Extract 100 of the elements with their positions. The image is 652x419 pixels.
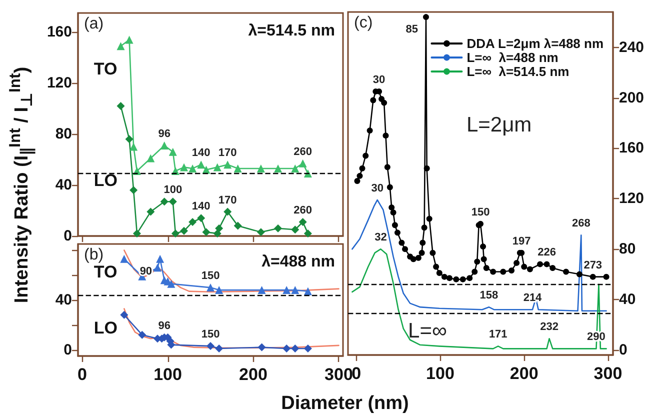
point — [521, 264, 528, 270]
point — [234, 164, 242, 172]
point — [526, 266, 533, 272]
point — [160, 198, 168, 206]
point — [359, 165, 366, 172]
annotation: 232 — [540, 321, 558, 334]
point — [483, 264, 490, 271]
point — [120, 310, 128, 319]
annotation: 158 — [480, 290, 498, 302]
point — [388, 204, 395, 210]
point — [537, 261, 544, 268]
point — [398, 240, 405, 246]
y-tick-label: 0 — [619, 341, 628, 358]
point — [430, 250, 436, 256]
annotation: 85 — [406, 24, 418, 36]
point — [418, 250, 425, 256]
point — [224, 208, 232, 216]
point — [213, 229, 222, 238]
annotation: 96 — [158, 320, 170, 332]
point — [116, 42, 125, 50]
annotation: 30 — [371, 182, 384, 194]
point — [256, 228, 265, 236]
point — [146, 154, 155, 162]
series-label: TO — [94, 59, 118, 78]
point — [274, 164, 282, 172]
annotation: 226 — [538, 246, 556, 259]
point — [354, 178, 360, 184]
point — [154, 264, 162, 272]
point — [441, 274, 448, 280]
point — [206, 342, 214, 350]
legend-label: DDA L=2μm λ=488 nm — [466, 36, 604, 51]
annotation: 273 — [584, 259, 602, 272]
point — [453, 276, 460, 282]
point — [202, 228, 210, 236]
annotation: 96 — [158, 128, 170, 140]
point — [382, 132, 389, 139]
x-tick-label: 300 — [594, 364, 622, 383]
chart-title: (b) — [84, 246, 104, 264]
point — [480, 244, 486, 250]
series-label: TO — [94, 262, 118, 282]
point — [433, 264, 440, 270]
point — [392, 222, 398, 228]
annotation: 170 — [218, 147, 237, 160]
annotation: 268 — [572, 218, 590, 230]
point — [215, 224, 224, 232]
point — [446, 275, 452, 282]
point — [180, 163, 188, 172]
point — [421, 224, 428, 231]
point — [224, 160, 232, 169]
point — [168, 148, 177, 156]
point — [500, 268, 506, 275]
point — [304, 344, 312, 353]
point — [125, 36, 134, 44]
point — [206, 284, 214, 292]
point — [291, 344, 300, 353]
point — [304, 229, 312, 238]
x-tick-label: 200 — [239, 365, 268, 384]
point — [188, 218, 197, 226]
point — [234, 222, 242, 230]
point — [213, 163, 222, 172]
line-series — [352, 248, 607, 350]
y-tick-label: 120 — [619, 190, 644, 208]
annotation: 100 — [164, 184, 182, 196]
annotation: 171 — [488, 328, 508, 341]
point — [291, 226, 300, 234]
point — [466, 275, 473, 282]
x-tick-label: 100 — [426, 364, 454, 383]
y-tick-label: 40 — [55, 292, 72, 308]
y-tick-label: 80 — [55, 126, 72, 143]
point — [390, 210, 396, 216]
point — [138, 330, 146, 339]
point — [258, 343, 266, 352]
legend-label: L=∞ λ=514.5 nm — [466, 64, 570, 79]
point — [603, 274, 610, 280]
series-label: LO — [94, 318, 118, 338]
chart-title: (c) — [354, 14, 373, 32]
point — [304, 287, 312, 296]
y-tick-label: 80 — [619, 240, 636, 258]
point — [366, 128, 373, 134]
point — [171, 229, 180, 238]
line-series — [352, 199, 607, 312]
y-tick-label: 0 — [64, 228, 72, 244]
point — [490, 268, 496, 275]
annotation: 150 — [201, 270, 220, 282]
y-tick-label: 240 — [619, 38, 644, 56]
y-tick-label: 40 — [619, 291, 636, 308]
y-tick-label: 40 — [55, 176, 72, 194]
point — [256, 164, 265, 172]
y-tick-label: 160 — [46, 24, 72, 41]
annotation: 260 — [294, 146, 312, 158]
point — [197, 214, 206, 222]
point — [146, 208, 155, 216]
point — [590, 274, 596, 280]
point — [563, 268, 570, 275]
annotation: 30 — [372, 74, 386, 86]
point — [472, 268, 478, 275]
point — [424, 165, 430, 172]
annotation: 140 — [192, 147, 210, 160]
legend-label: L=∞ λ=488 nm — [466, 50, 558, 65]
point — [282, 286, 291, 294]
